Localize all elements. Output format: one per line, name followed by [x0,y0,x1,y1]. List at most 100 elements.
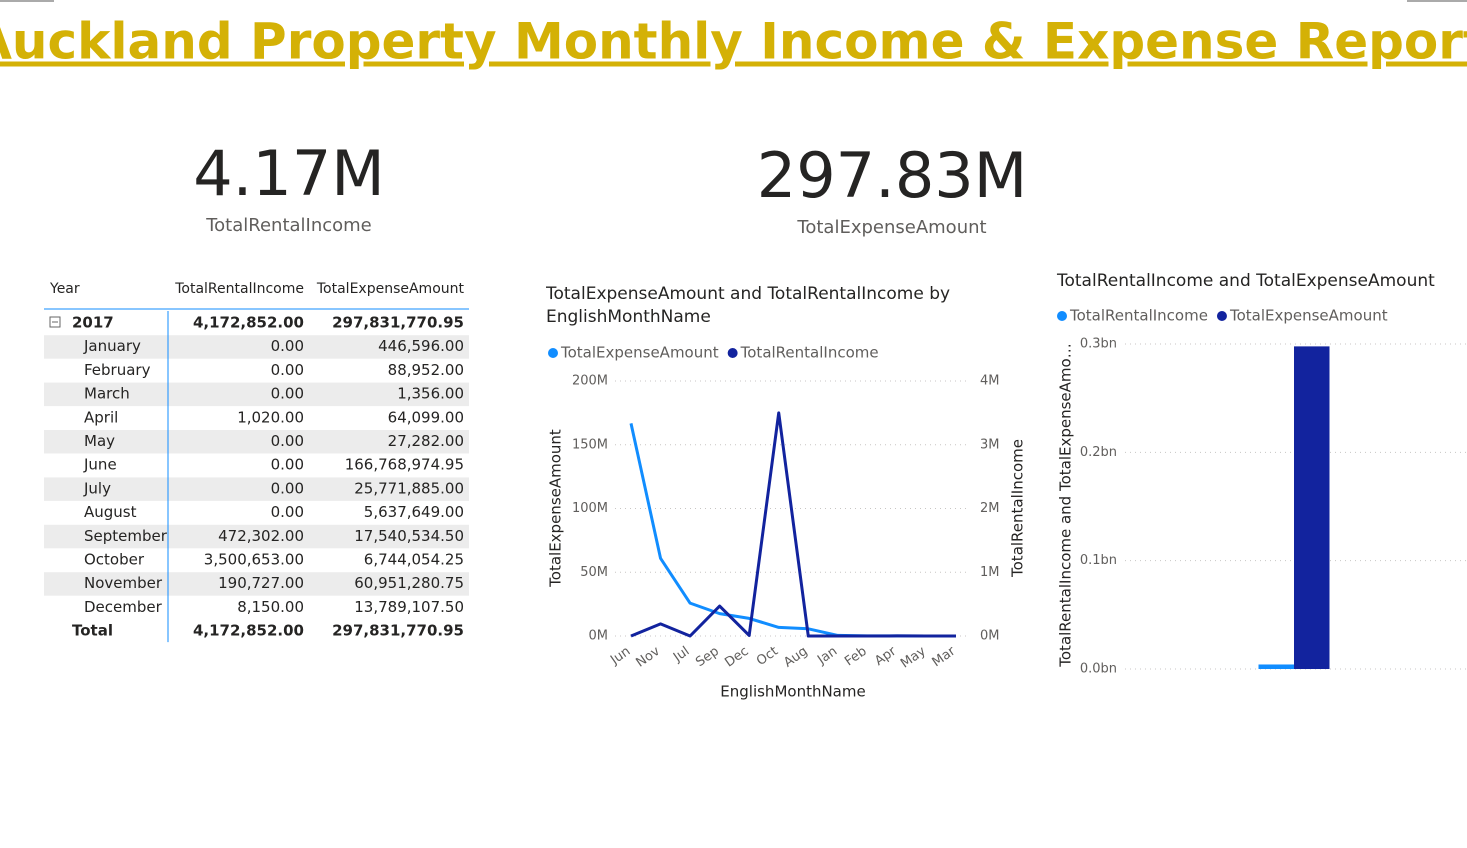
table-cell: 27,282.00 [388,432,464,450]
row-band [44,335,469,359]
table-total: Total [72,622,113,640]
table-cell: 472,302.00 [218,527,304,545]
y-tick-label: 0.0bn [1080,662,1117,677]
table-header: Year [49,281,80,297]
row-band [44,382,469,407]
legend-label: TotalExpenseAmount [1229,307,1388,325]
table-cell: April [84,408,118,426]
x-tick-label: Nov [633,644,663,671]
table-cell: 166,768,974.95 [345,456,464,474]
table-cell: November [84,574,163,592]
table-group-cell: 2017 [72,314,114,332]
y-axis-title: TotalExpenseAmount [547,429,565,588]
table-cell: 6,744,054.25 [364,551,464,569]
table-cell: March [84,385,130,403]
legend-marker [727,348,738,358]
table-header: TotalRentalIncome [174,281,304,297]
table-cell: 0.00 [271,503,304,521]
table-cell: February [84,361,151,379]
card-value: 4.17M [193,137,385,210]
row-band [44,524,469,549]
x-tick-label: Apr [872,643,900,669]
x-tick-label: Jul [670,644,692,666]
table-cell: 446,596.00 [378,337,464,355]
y-tick-label: 150M [572,437,608,452]
x-tick-label: Sep [693,644,722,670]
x-axis-title: EnglishMonthName [720,683,865,701]
chart-title: TotalRentalIncome and TotalExpenseAmount [1056,271,1435,291]
chart-title-box: TotalExpenseAmount and TotalRentalIncome… [546,284,951,327]
report-title: Auckland Property Monthly Income & Expen… [0,13,1467,71]
row-band [44,477,469,501]
y-tick-label: 0M [589,629,609,644]
table-cell: 25,771,885.00 [354,479,464,497]
table-cell: August [84,503,137,521]
legend-label: TotalExpenseAmount [560,344,719,362]
table-cell: 13,789,107.50 [354,598,464,616]
table-cell: September [84,527,168,545]
table-total: 297,831,770.95 [332,622,464,640]
table-cell: July [83,479,111,497]
x-tick-label: Dec [722,644,751,671]
x-tick-label: Feb [842,644,869,669]
table-group-cell: 297,831,770.95 [332,314,464,332]
table-cell: 60,951,280.75 [354,574,464,592]
card-label: TotalExpenseAmount [796,217,986,238]
x-tick-label: May [898,644,929,672]
table-header: TotalExpenseAmount [316,281,465,297]
x-tick-label: Aug [781,644,810,671]
legend-marker [1057,311,1067,321]
table-cell: 0.00 [271,385,304,403]
y2-tick-label: 4M [980,374,1000,389]
y2-axis-title: TotalRentalIncome [1009,439,1027,578]
y-tick-label: 0.3bn [1080,337,1117,352]
table-cell: 5,637,649.00 [364,503,464,521]
card-label: TotalRentalIncome [205,215,372,236]
table-total: 4,172,852.00 [193,622,304,640]
table-cell: 88,952.00 [388,361,464,379]
chart-title: TotalExpenseAmount and TotalRentalIncome… [546,284,951,327]
expand-icon[interactable] [49,316,61,328]
table-cell: 0.00 [271,432,304,450]
table-cell: 8,150.00 [237,598,304,616]
x-tick-label: Jan [814,644,840,668]
x-tick-label: Oct [754,644,781,669]
table-cell: October [84,551,145,569]
table-cell: 0.00 [271,361,304,379]
y-tick-label: 50M [580,565,608,580]
table-cell: 1,020.00 [237,408,304,426]
x-tick-label: Jun [607,644,633,669]
y-tick-label: 200M [572,374,608,389]
table-cell: 0.00 [271,456,304,474]
table-group-cell: 4,172,852.00 [193,314,304,332]
table-cell: 64,099.00 [388,408,464,426]
legend-marker [548,348,558,358]
card-value: 297.83M [757,139,1027,212]
series-line [630,411,956,638]
table-cell: 1,356.00 [397,385,464,403]
row-band [44,572,469,596]
legend-label: TotalRentalIncome [1069,307,1208,325]
y2-tick-label: 2M [980,501,1000,516]
table-cell: January [83,337,141,355]
legend-marker [1216,311,1227,321]
y-axis-title: TotalRentalIncome and TotalExpenseAmo… [1057,343,1075,667]
bar [1294,346,1330,669]
table-cell: 17,540,534.50 [354,527,464,545]
y-tick-label: 100M [572,501,608,516]
table-cell: 3,500,653.00 [204,551,304,569]
table-cell: June [83,456,117,474]
table-cell: 0.00 [271,479,304,497]
x-tick-label: Mar [930,643,959,670]
table-cell: May [84,432,115,450]
legend-label: TotalRentalIncome [740,344,879,362]
y-tick-label: 0.1bn [1080,553,1117,568]
table-cell: December [84,598,163,616]
y2-tick-label: 0M [980,629,1000,644]
y-tick-label: 0.2bn [1080,445,1117,460]
bar [1258,664,1294,669]
y2-tick-label: 3M [980,437,1000,452]
row-band [44,430,469,454]
